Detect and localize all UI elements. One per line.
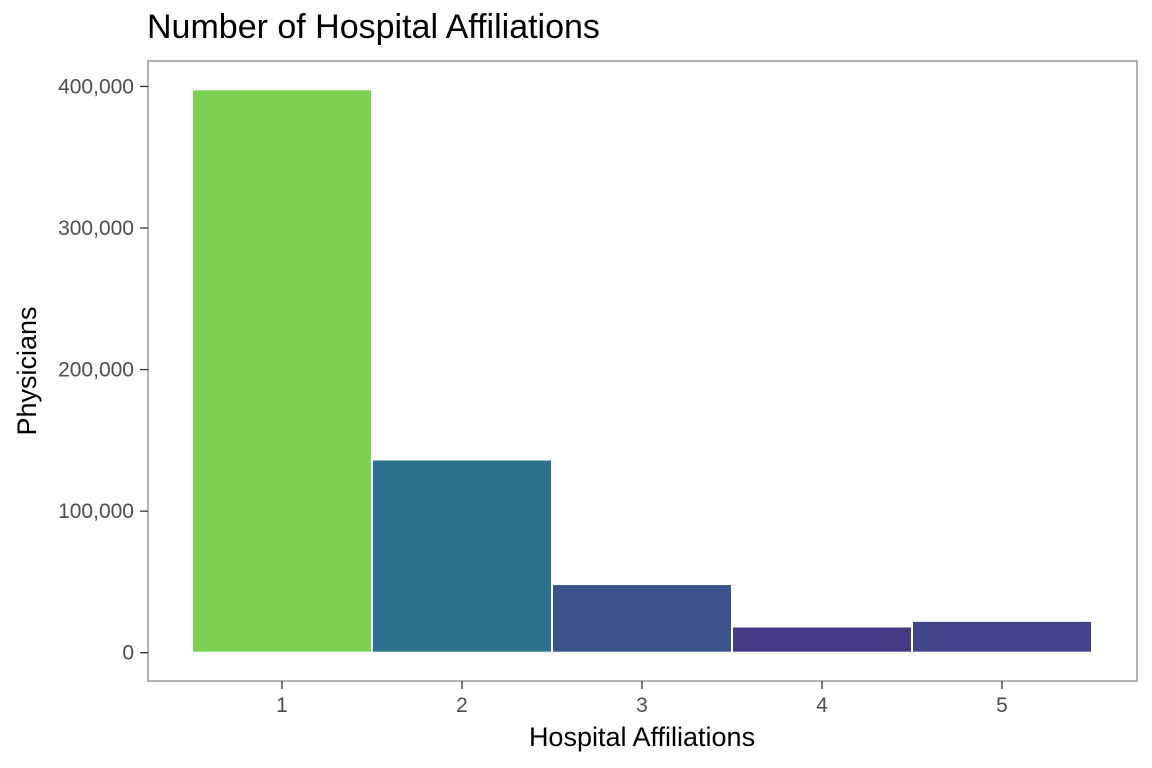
x-axis-title: Hospital Affiliations <box>529 722 755 752</box>
x-tick-label: 4 <box>816 694 828 717</box>
x-tick-label: 2 <box>456 694 468 717</box>
y-axis-title: Physicians <box>12 306 42 435</box>
bars-group <box>191 88 1093 654</box>
y-tick-label: 200,000 <box>58 359 134 382</box>
y-tick-label: 300,000 <box>58 217 134 240</box>
bar-2 <box>371 458 553 654</box>
x-axis: 1 2 3 4 5 <box>276 681 1008 717</box>
y-axis: 0 100,000 200,000 300,000 400,000 <box>58 75 148 665</box>
y-tick-label: 0 <box>122 642 134 665</box>
bar-4 <box>731 625 913 654</box>
y-tick-label: 400,000 <box>58 75 134 98</box>
chart-title: Number of Hospital Affiliations <box>147 8 600 46</box>
bar-1 <box>191 88 373 654</box>
bar-3 <box>551 583 733 654</box>
x-tick-label: 3 <box>636 694 648 717</box>
x-tick-label: 5 <box>996 694 1008 717</box>
bar-5 <box>911 619 1093 654</box>
x-tick-label: 1 <box>276 694 288 717</box>
y-tick-label: 100,000 <box>58 500 134 523</box>
